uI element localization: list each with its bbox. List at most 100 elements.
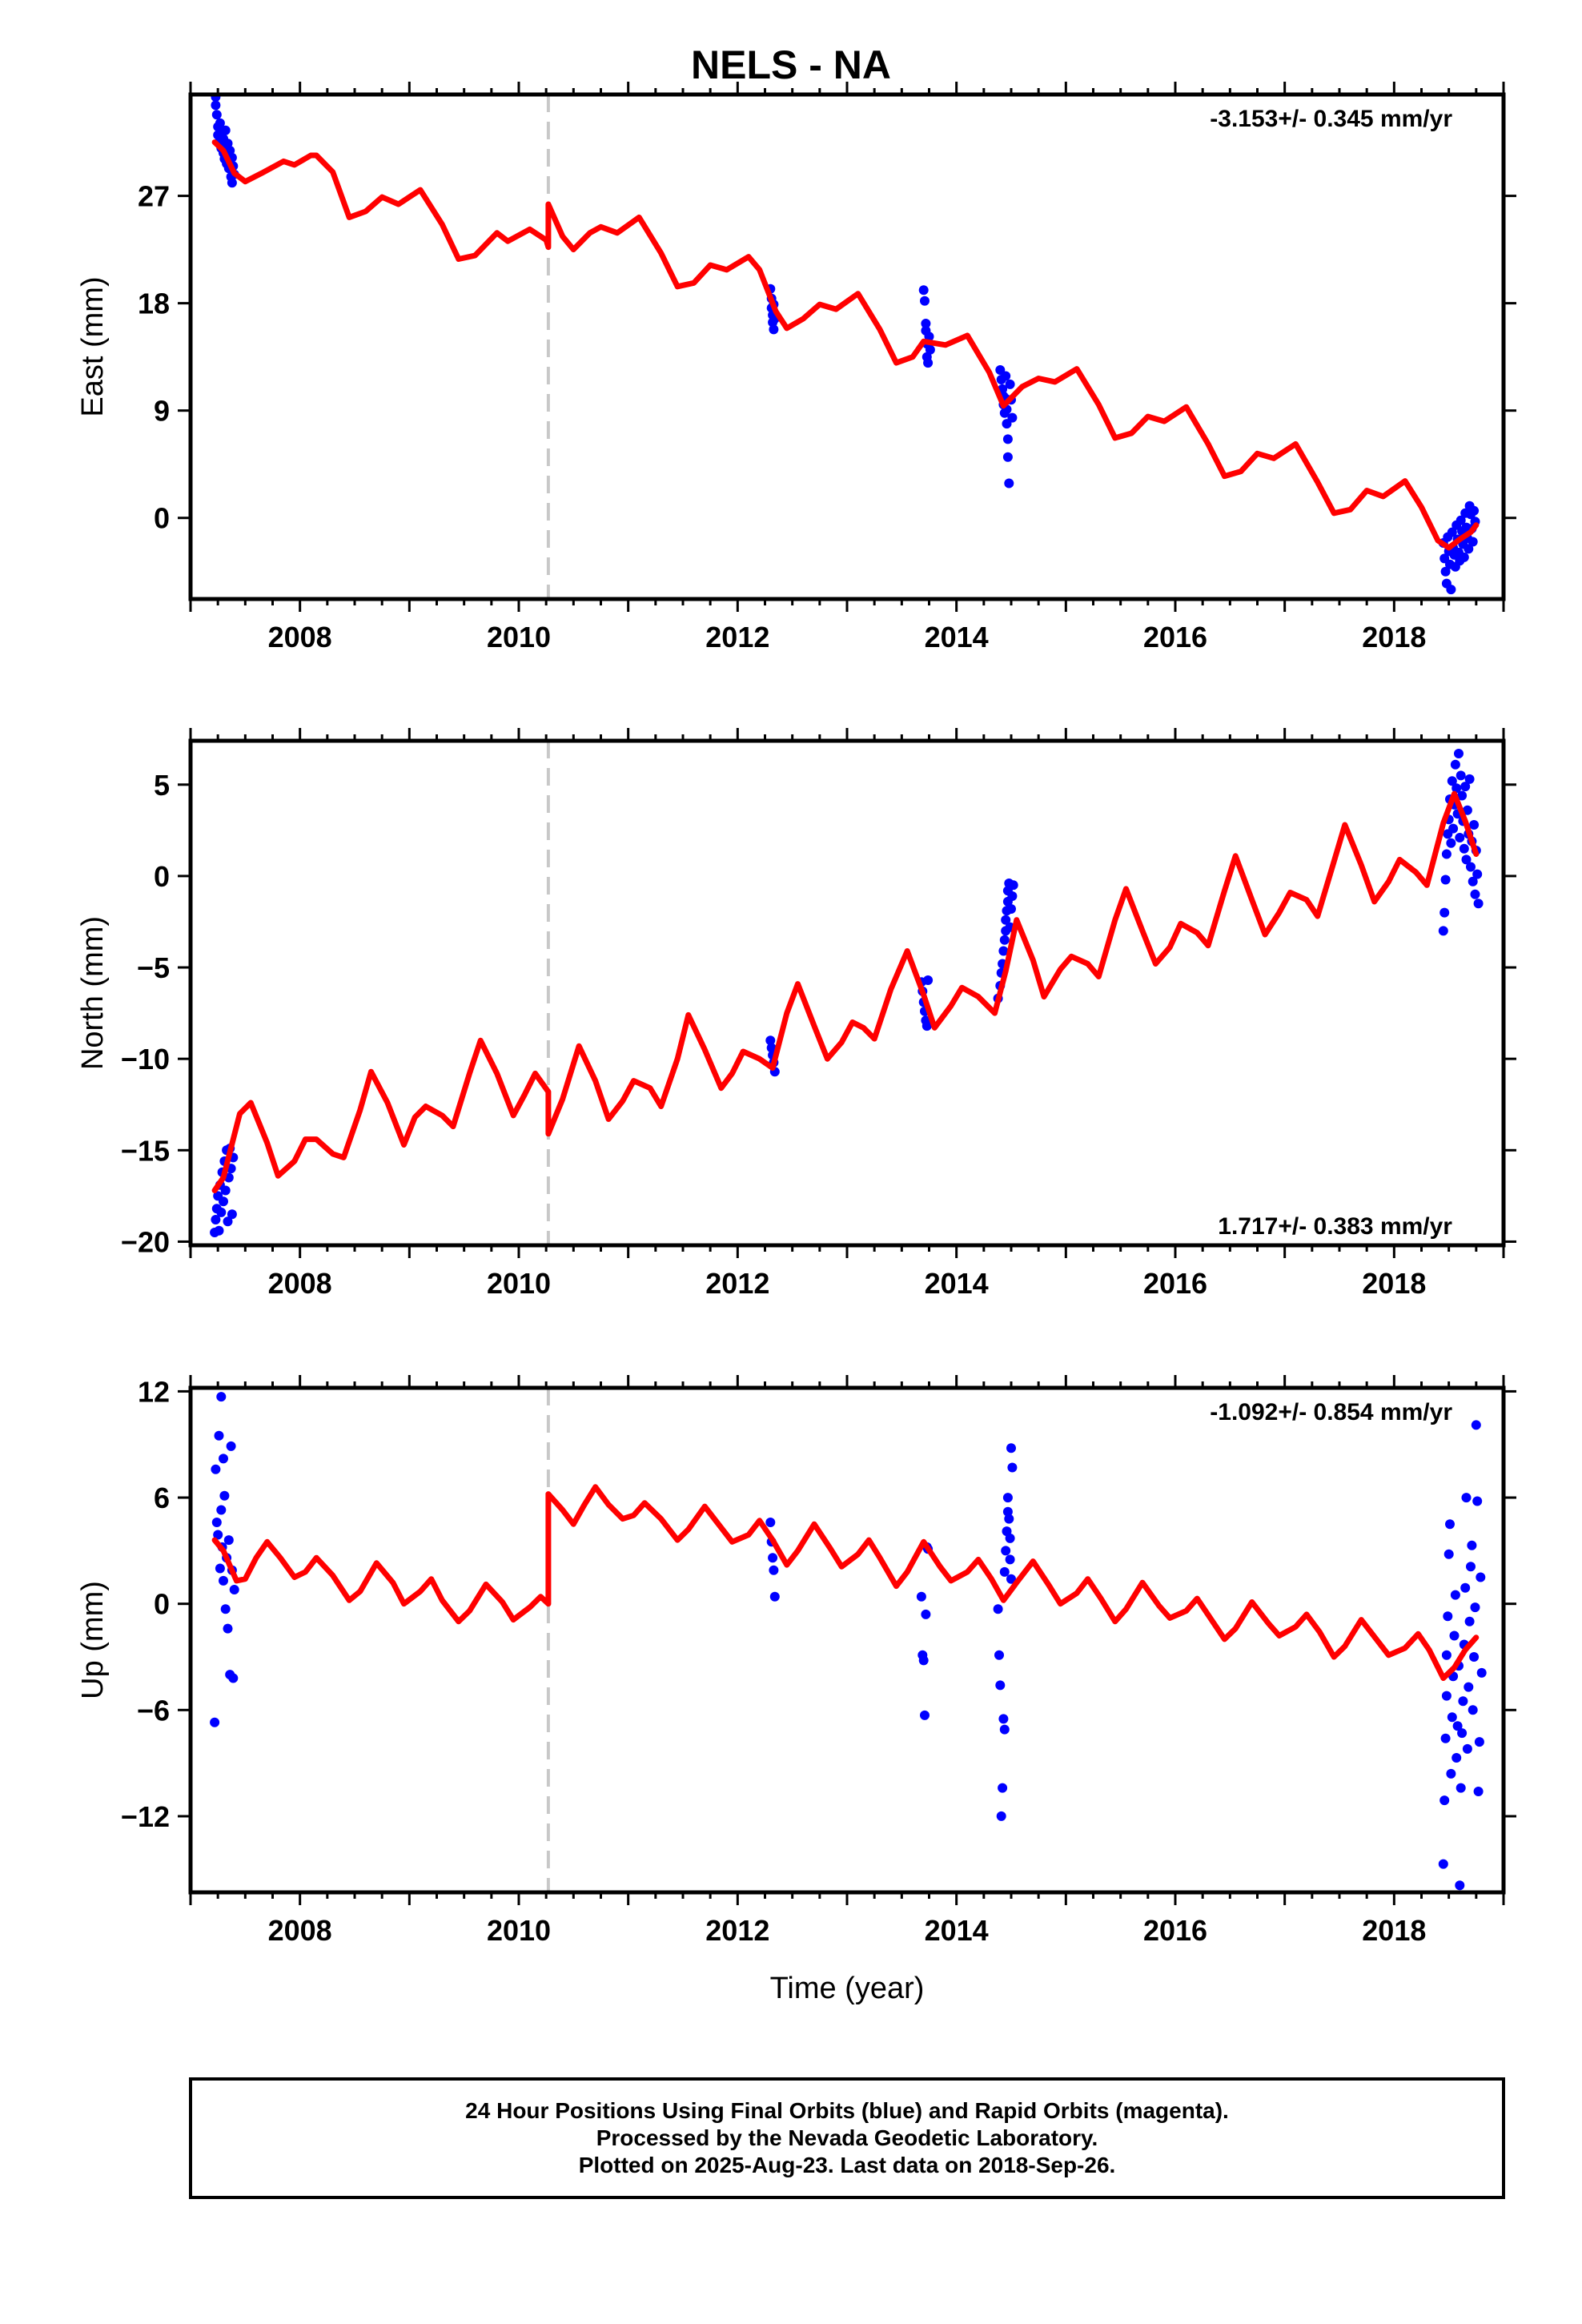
data-point xyxy=(1470,889,1480,899)
plot-frame xyxy=(188,1385,1506,1895)
y-tick-label: −12 xyxy=(121,1800,170,1833)
data-points xyxy=(210,749,1484,1237)
data-point xyxy=(1461,854,1472,865)
data-point xyxy=(215,118,225,128)
data-point xyxy=(1004,1514,1014,1524)
data-point xyxy=(1455,1880,1465,1891)
data-point xyxy=(1450,759,1460,770)
y-tick-label: 6 xyxy=(154,1482,170,1514)
data-point xyxy=(995,1680,1006,1691)
data-point xyxy=(916,1591,926,1602)
x-tick-label: 2012 xyxy=(705,1267,769,1300)
x-tick-label: 2016 xyxy=(1143,1914,1207,1947)
y-tick-label: −15 xyxy=(121,1134,170,1167)
data-point xyxy=(210,1717,220,1727)
data-point xyxy=(223,1623,233,1634)
data-point xyxy=(923,975,934,985)
y-tick-label: 27 xyxy=(138,180,170,213)
data-point xyxy=(1452,783,1462,794)
data-point xyxy=(1471,1420,1481,1430)
data-point xyxy=(211,1464,221,1474)
data-point xyxy=(1005,1554,1015,1565)
data-point xyxy=(1469,505,1480,516)
data-point xyxy=(1446,838,1456,848)
data-point xyxy=(1443,1611,1453,1622)
data-point xyxy=(1446,1768,1456,1779)
panel-3: 2008 2010 2012 2014 2016 2018 −12 −6 0 6 12 Up (mm)… xyxy=(76,1375,1516,2005)
chart-canvas: 2008 2010 2012 2014 2016 2018 0 9 18 27 East (mm) -… xyxy=(76,82,1516,2005)
data-point xyxy=(918,285,929,296)
y-tick-label: 0 xyxy=(154,1588,170,1621)
x-tick-label: 2014 xyxy=(925,1914,989,1947)
data-point xyxy=(1002,452,1013,462)
data-point xyxy=(769,1565,779,1575)
x-tick-label: 2008 xyxy=(268,1914,332,1947)
data-point xyxy=(1446,585,1456,595)
y-tick-label: −20 xyxy=(121,1225,170,1258)
data-point xyxy=(1470,1602,1480,1613)
data-point xyxy=(223,1535,234,1546)
data-point xyxy=(216,1505,227,1515)
data-point xyxy=(226,1441,236,1451)
data-point xyxy=(924,332,934,342)
data-point xyxy=(1464,774,1475,784)
data-point xyxy=(1466,862,1476,872)
data-point xyxy=(1439,907,1450,918)
y-tick-label: 0 xyxy=(154,502,170,535)
data-point xyxy=(216,1207,227,1217)
x-tick-label: 2018 xyxy=(1362,1914,1426,1947)
y-tick-label: 9 xyxy=(154,395,170,428)
data-point xyxy=(1466,1562,1476,1572)
x-tick-label: 2016 xyxy=(1143,621,1207,653)
panel-2: 2008 2010 2012 2014 2016 2018 −20 −15 −10 −5 0 5 Nor… xyxy=(76,728,1516,1300)
data-point xyxy=(1456,1783,1466,1793)
model-line xyxy=(211,1484,1480,1681)
data-point xyxy=(1464,544,1474,554)
data-point xyxy=(999,1724,1010,1735)
data-point xyxy=(993,1604,1003,1614)
data-point xyxy=(1456,770,1466,781)
data-point xyxy=(1440,1733,1451,1743)
data-point xyxy=(1441,1691,1452,1701)
data-point xyxy=(1002,1506,1013,1517)
data-point xyxy=(1457,790,1468,801)
y-tick-label: 0 xyxy=(154,860,170,893)
data-point xyxy=(994,1650,1004,1660)
data-point xyxy=(1441,849,1452,859)
data-point xyxy=(1467,1540,1477,1550)
data-point xyxy=(765,1035,776,1046)
data-point xyxy=(1438,1859,1448,1869)
x-tick-label: 2010 xyxy=(487,1914,551,1947)
data-point xyxy=(1460,1582,1471,1593)
x-tick-label: 2008 xyxy=(268,1267,332,1300)
data-point xyxy=(1456,515,1466,525)
y-tick-label: 5 xyxy=(154,769,170,802)
data-points xyxy=(211,94,1480,595)
data-point xyxy=(1468,876,1478,887)
data-point xyxy=(1462,805,1472,815)
data-point xyxy=(227,1209,237,1220)
data-point xyxy=(1006,1443,1016,1454)
data-point xyxy=(1002,1493,1013,1503)
data-point xyxy=(219,1575,228,1586)
data-point xyxy=(216,1392,227,1402)
data-point xyxy=(1449,1630,1460,1641)
data-point xyxy=(1448,823,1459,834)
data-point xyxy=(999,935,1010,945)
data-point xyxy=(1008,880,1018,891)
data-point xyxy=(1461,1493,1472,1503)
data-point xyxy=(211,1215,221,1224)
data-point xyxy=(769,324,779,335)
data-point xyxy=(1457,1728,1468,1739)
data-point xyxy=(1452,1753,1462,1763)
y-axis-label: North (mm) xyxy=(76,916,110,1070)
data-point xyxy=(213,1530,223,1540)
data-point xyxy=(211,100,221,111)
data-point xyxy=(220,125,231,135)
footer-line-1: 24 Hour Positions Using Final Orbits (bl… xyxy=(465,2098,1229,2123)
data-point xyxy=(1474,1737,1484,1747)
data-point xyxy=(765,1518,776,1527)
data-point xyxy=(1473,1787,1484,1796)
data-point xyxy=(1472,1496,1483,1506)
data-point xyxy=(1007,412,1018,423)
